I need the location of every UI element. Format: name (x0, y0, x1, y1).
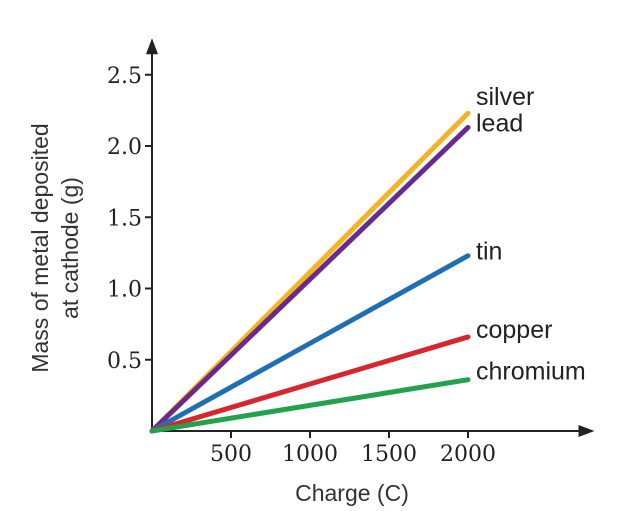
x-tick-label: 500 (210, 442, 252, 467)
axes (146, 38, 595, 437)
y-axis-arrow-icon (146, 38, 158, 55)
series-line-tin (149, 253, 471, 434)
x-axis-title: Charge (C) (295, 480, 409, 506)
x-ticks: 500 1000 1500 2000 (210, 431, 496, 467)
x-tick-label: 1000 (282, 442, 338, 467)
y-axis-title-line-1: Mass of metal deposited (27, 123, 53, 372)
series-line-copper (149, 334, 471, 434)
series-label-silver: silver (476, 83, 534, 111)
series-line-chromium (149, 377, 471, 434)
y-tick-label: 1.0 (107, 278, 142, 303)
series-label-chromium: chromium (476, 358, 586, 386)
x-axis-arrow-icon (578, 425, 595, 437)
y-ticks: 0.5 1.0 1.5 2.0 2.5 (107, 64, 152, 374)
y-axis-title: Mass of metal deposited at cathode (g) (27, 123, 83, 372)
series-line-lead (149, 124, 471, 434)
y-tick-label: 2.5 (107, 64, 142, 89)
x-tick-label: 1500 (361, 442, 417, 467)
y-axis-title-line-2: at cathode (g) (57, 177, 83, 319)
series-lines (149, 110, 471, 434)
series-label-tin: tin (476, 238, 502, 266)
y-tick-label: 0.5 (107, 349, 142, 374)
series-label-lead: lead (476, 109, 523, 137)
y-tick-label: 2.0 (107, 135, 142, 160)
series-label-copper: copper (476, 316, 552, 344)
y-tick-label: 1.5 (107, 206, 142, 231)
x-tick-label: 2000 (440, 442, 496, 467)
